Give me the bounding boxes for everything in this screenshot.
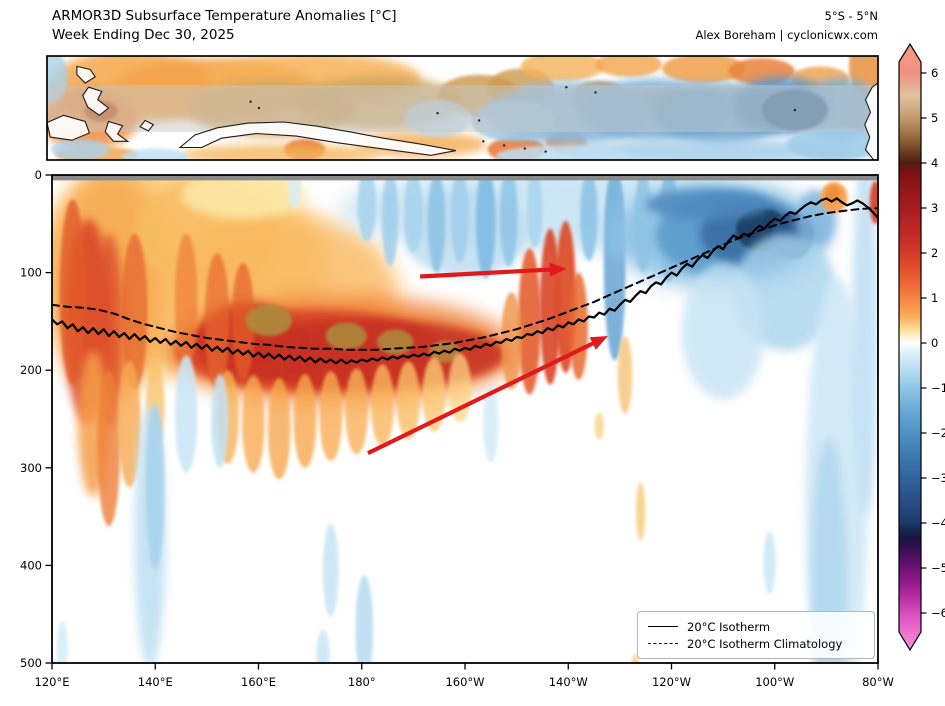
island-dot <box>436 112 439 115</box>
y-tick-label: 200 <box>20 363 42 377</box>
x-tick-label: 120°W <box>652 675 691 689</box>
legend-item-climatology: 20°C Isotherm Climatology <box>648 637 874 651</box>
colorbar-tick-label: −1 <box>931 381 945 395</box>
coastline-sulawesi <box>104 120 130 142</box>
y-tick-label: 500 <box>20 656 42 670</box>
colorbar-tick-label: 6 <box>931 66 938 80</box>
x-tick-label: 140°E <box>138 675 173 689</box>
x-tick-label: 120°E <box>35 675 70 689</box>
title-line-2: Week Ending Dec 30, 2025 <box>52 27 235 43</box>
cross-section-plot <box>52 175 878 663</box>
coastline-luzon <box>76 65 96 84</box>
title-line-1: ARMOR3D Subsurface Temperature Anomalies… <box>52 8 397 24</box>
x-tick-label: 180° <box>348 675 376 689</box>
annotation-arrow-1 <box>419 262 567 279</box>
island-dot <box>594 91 597 94</box>
averaging-band-overlay <box>47 85 878 132</box>
legend-label-climatology: 20°C Isotherm Climatology <box>687 636 843 651</box>
x-tick-label: 80°W <box>862 675 894 689</box>
y-tick-label: 0 <box>35 168 42 182</box>
coastline-philippines <box>82 86 110 116</box>
colorbar-tick-label: −6 <box>931 606 945 620</box>
x-tick-label: 160°E <box>241 675 276 689</box>
island-dot <box>793 108 797 112</box>
colorbar-tick-label: 2 <box>931 246 938 260</box>
surface-mask-strip <box>52 175 878 181</box>
colorbar-tick-label: 0 <box>931 336 938 350</box>
legend-label-isotherm: 20°C Isotherm <box>687 619 771 634</box>
x-tick-label: 100°W <box>755 675 794 689</box>
dashed-line-sample <box>648 643 678 644</box>
chart-title: ARMOR3D Subsurface Temperature Anomalies… <box>52 7 397 45</box>
attribution: Alex Boreham | cyclonicwx.com <box>695 28 878 42</box>
map-frame <box>46 55 879 161</box>
lat-band-label: 5°S - 5°N <box>824 9 879 23</box>
x-tick-label: 160°W <box>445 675 484 689</box>
colorbar-tick-label: 3 <box>931 201 938 215</box>
x-tick-label: 140°W <box>549 675 588 689</box>
y-tick-label: 400 <box>20 558 42 572</box>
header-right: 5°S - 5°N Alex Boreham | cyclonicwx.com <box>695 7 878 45</box>
coastline-borneo <box>47 114 91 141</box>
colorbar-tick-label: −4 <box>931 516 945 530</box>
axes: 120°E 140°E 160°E 180° 160°W 140°W 120°W 100°W 8… <box>20 168 894 689</box>
colorbar-tick-label: 4 <box>931 156 938 170</box>
colorbar-tick-label: −3 <box>931 471 945 485</box>
colorbar-tick-label: 5 <box>931 111 938 125</box>
island-dot <box>502 144 506 147</box>
legend-item-isotherm: 20°C Isotherm <box>648 620 874 634</box>
colorbar-tick-label: −5 <box>931 561 945 575</box>
island-dot <box>565 86 568 89</box>
island-dot <box>482 140 485 143</box>
coastline-south-america <box>864 82 878 160</box>
isotherm-climatology-line <box>52 207 878 351</box>
y-tick-label: 300 <box>20 461 42 475</box>
annotation-arrow-2 <box>367 336 609 456</box>
island-dot <box>257 106 261 110</box>
island-dot <box>477 119 481 122</box>
solid-line-sample <box>648 626 678 627</box>
colorbar-tick-label: −2 <box>931 426 945 440</box>
island-dot <box>544 150 547 153</box>
colorbar-tick-label: 1 <box>931 291 938 305</box>
legend: 20°C Isotherm 20°C Isotherm Climatology <box>637 611 875 659</box>
island-dot <box>523 147 527 150</box>
coastline-new-guinea <box>178 121 457 156</box>
coastline-halmahera <box>139 119 155 132</box>
colorbar: 6 5 4 3 2 1 0 −1 −2 −3 −4 −5 −6 <box>898 42 945 652</box>
island-dot <box>249 100 252 103</box>
y-tick-label: 100 <box>20 266 42 280</box>
colorbar-bar <box>898 42 922 652</box>
map-strip <box>47 56 878 160</box>
